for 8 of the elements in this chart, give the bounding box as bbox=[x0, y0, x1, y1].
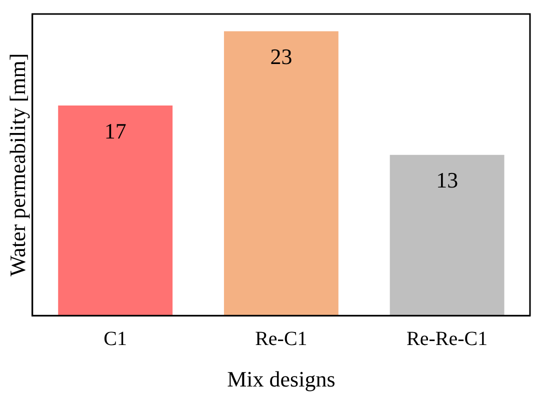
x-axis-title: Mix designs bbox=[227, 366, 336, 392]
data-label: 23 bbox=[270, 44, 292, 70]
data-label: 17 bbox=[104, 118, 126, 144]
data-label: 13 bbox=[436, 168, 458, 193]
x-tick-label: Re-C1 bbox=[255, 328, 308, 350]
y-axis-title: Water permeability [mm] bbox=[4, 53, 30, 276]
x-tick-label: Re-Re-C1 bbox=[406, 328, 488, 350]
x-tick-label: C1 bbox=[104, 328, 128, 350]
